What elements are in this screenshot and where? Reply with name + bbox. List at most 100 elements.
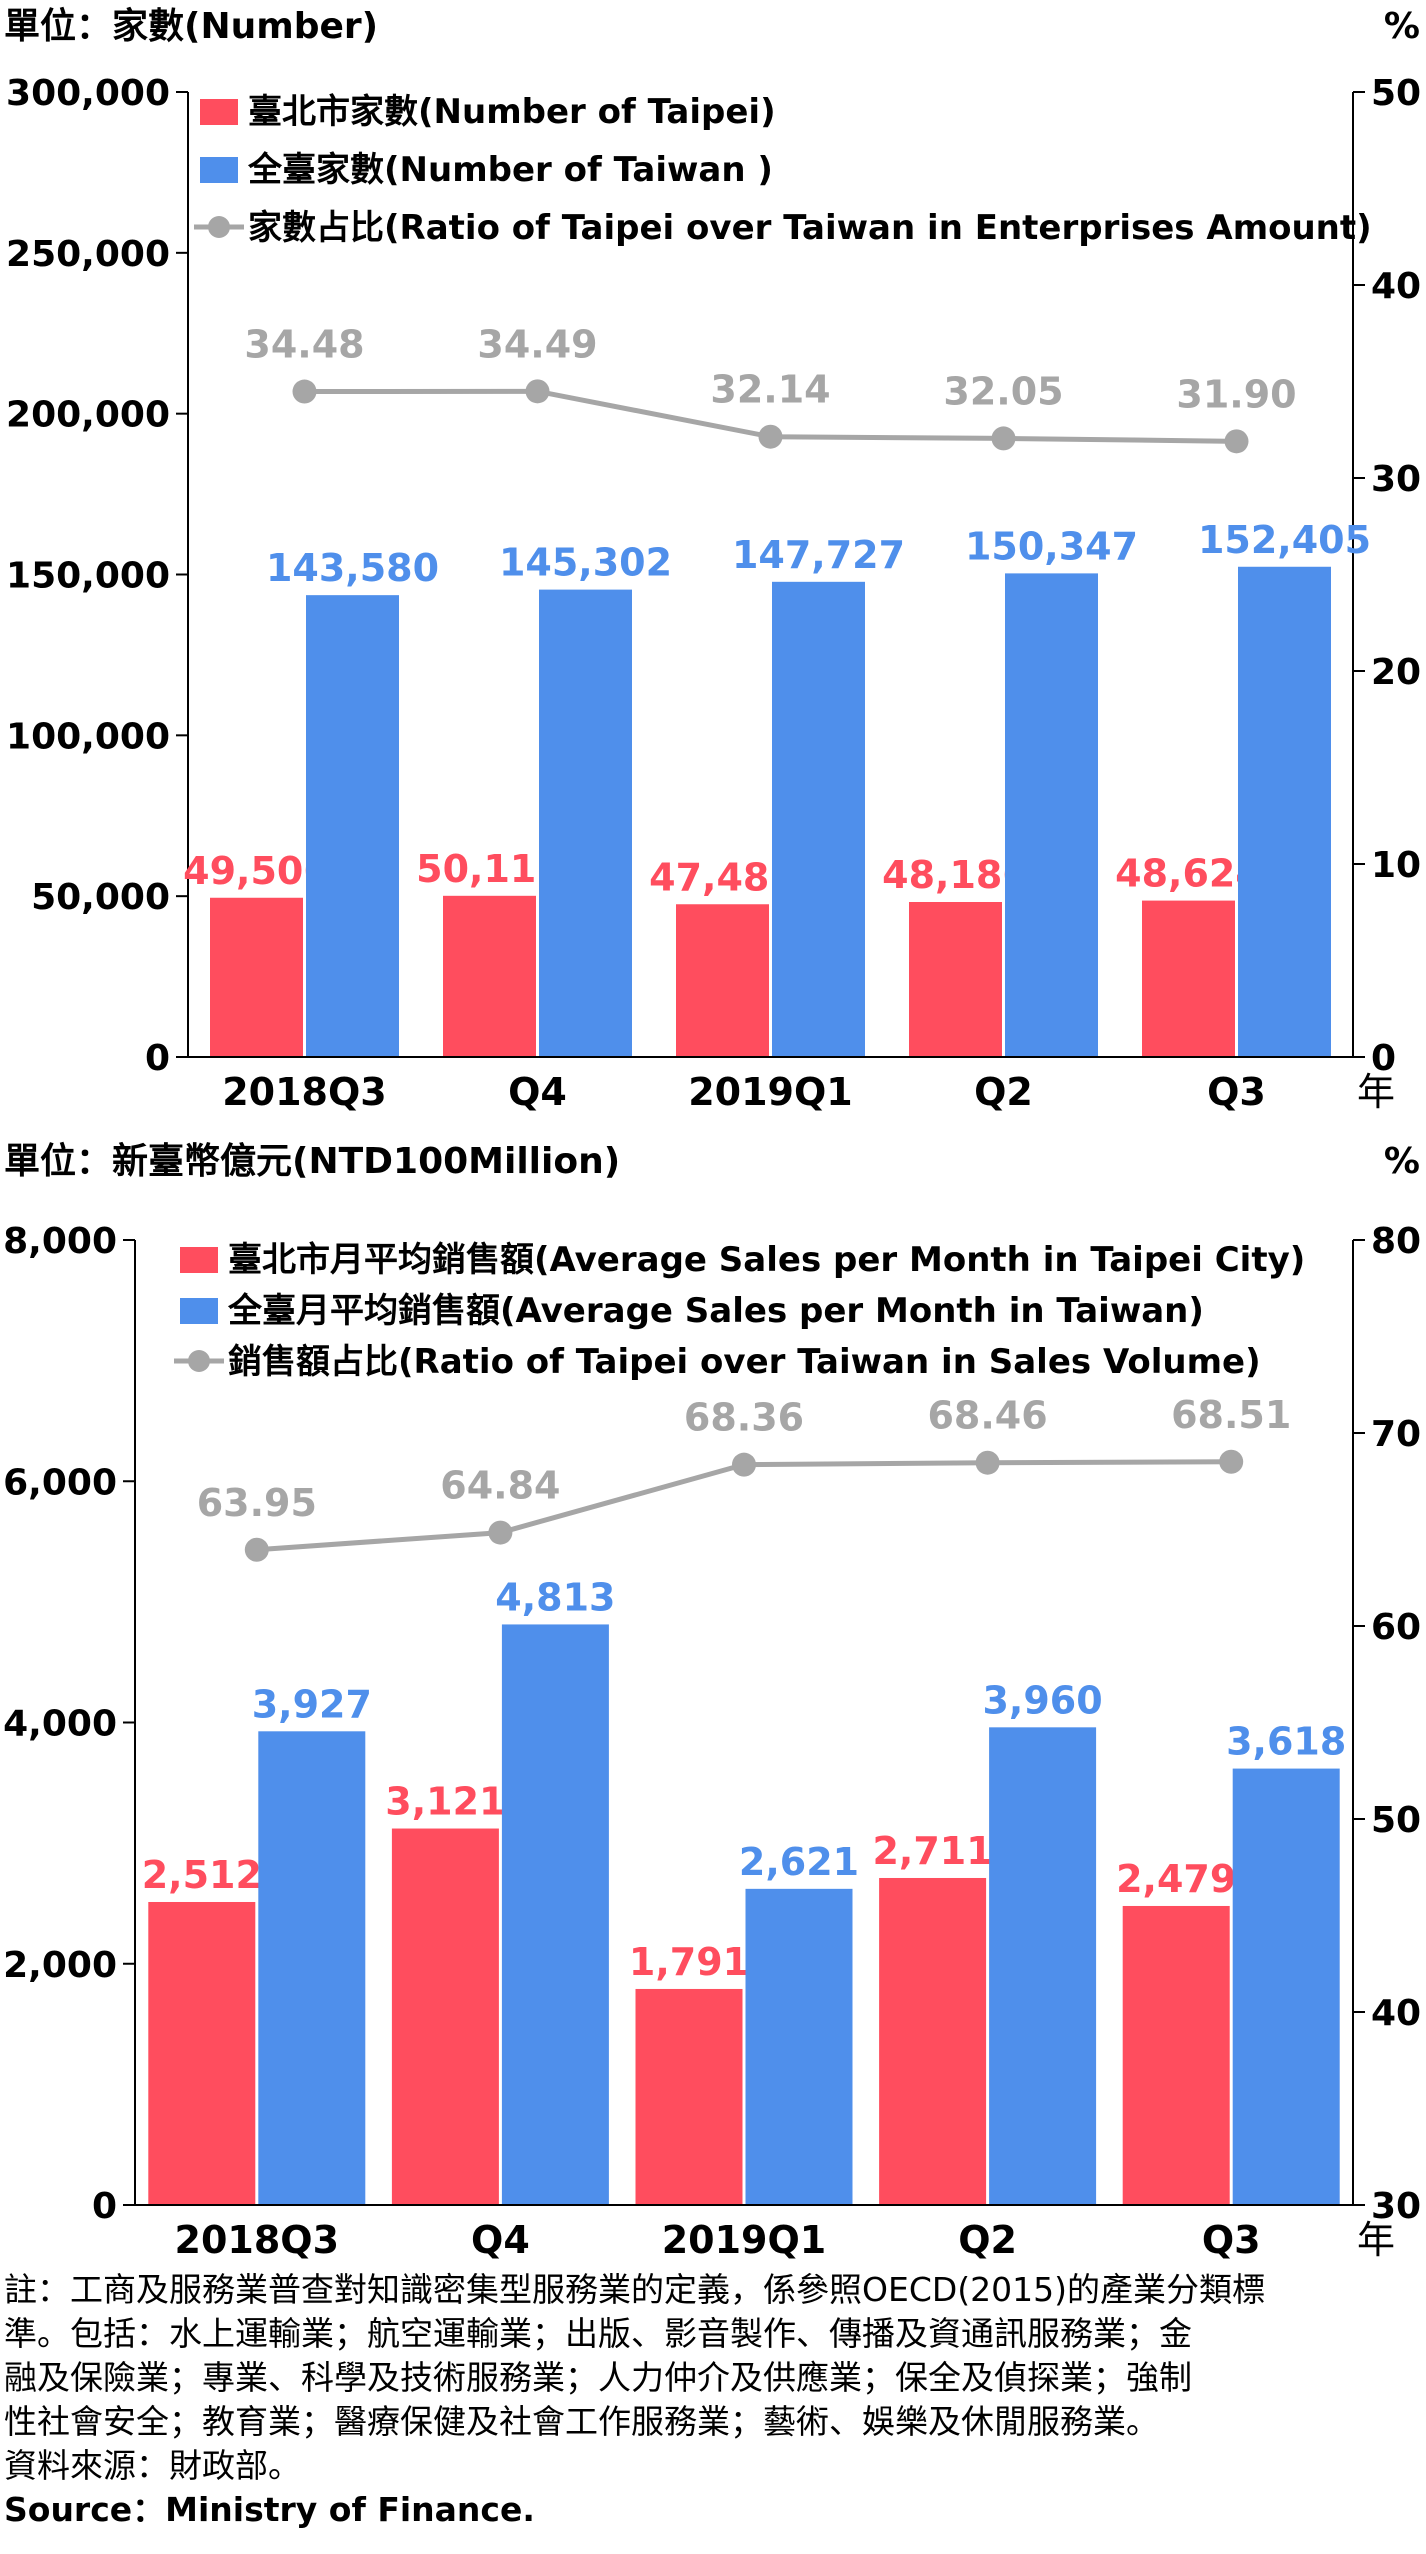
ratio-point — [244, 1537, 269, 1562]
taipei-bar — [1122, 1905, 1230, 2205]
left-axis-tick-label: 2,000 — [3, 1945, 117, 1986]
right-axis-tick-label: 10 — [1371, 845, 1421, 886]
taiwan-value-label: 4,813 — [495, 1575, 615, 1619]
ratio-point — [1219, 1449, 1244, 1474]
right-axis-tick-label: 80 — [1371, 1221, 1421, 1262]
right-axis-tick-label: 40 — [1371, 266, 1421, 307]
x-category-label: 2019Q1 — [662, 2218, 827, 2262]
taiwan-value-label: 147,727 — [732, 533, 905, 577]
taipei-value-label: 3,121 — [385, 1780, 505, 1824]
left-axis-tick-label: 6,000 — [3, 1462, 117, 1503]
taipei-value-label: 2,479 — [1116, 1857, 1236, 1901]
right-axis-tick-label: 50 — [1371, 73, 1421, 114]
x-category-label: Q4 — [471, 2218, 530, 2262]
legend-label: 全臺家數(Number of Taiwan ) — [247, 150, 773, 190]
taiwan-bar — [745, 1888, 853, 2205]
taipei-bar — [1142, 900, 1235, 1057]
taipei-value-label: 2,512 — [142, 1853, 262, 1897]
source-zh: 資料來源：財政部。 — [4, 2446, 301, 2485]
ratio-value-label: 34.49 — [477, 322, 597, 366]
taiwan-value-label: 3,960 — [982, 1678, 1102, 1722]
left-axis-tick-label: 250,000 — [6, 234, 170, 275]
taiwan-value-label: 150,347 — [965, 524, 1138, 568]
ratio-point — [525, 379, 550, 404]
taiwan-bar — [772, 581, 865, 1057]
ratio-point — [732, 1452, 756, 1477]
taipei-bar — [909, 902, 1002, 1057]
x-category-label: Q3 — [1202, 2218, 1261, 2262]
legend-swatch-marker — [188, 1350, 210, 1372]
taipei-bar — [148, 1901, 256, 2205]
left-axis-tick-label: 150,000 — [6, 556, 170, 597]
taipei-value-label: 1,791 — [629, 1940, 749, 1984]
legend-swatch-marker — [208, 216, 230, 238]
taiwan-bar — [501, 1624, 609, 2205]
taiwan-bar — [989, 1727, 1097, 2205]
legend-swatch — [180, 1247, 218, 1273]
taipei-value-label: 50,111 — [416, 847, 563, 891]
x-category-label: 2018Q3 — [175, 2218, 340, 2262]
left-axis-tick-label: 50,000 — [31, 877, 170, 918]
left-axis-tick-label: 100,000 — [6, 716, 170, 757]
legend-swatch — [180, 1298, 218, 1324]
left-axis-tick-label: 0 — [145, 1038, 170, 1079]
left-unit-label: 單位：新臺幣億元(NTD100Million) — [4, 1141, 620, 1182]
notes-block: 註：工商及服務業普查對知識密集型服務業的定義，係參照OECD(2015)的產業分… — [4, 2268, 1420, 2532]
ratio-value-label: 31.90 — [1176, 372, 1296, 416]
year-label: 年 — [1357, 2218, 1395, 2262]
right-unit-label: % — [1384, 6, 1420, 47]
left-axis-tick-label: 200,000 — [6, 395, 170, 436]
right-axis-tick-label: 70 — [1371, 1414, 1421, 1455]
taiwan-value-label: 143,580 — [266, 546, 439, 590]
left-axis-tick-label: 0 — [92, 2186, 117, 2227]
x-category-label: 2019Q1 — [688, 1070, 853, 1114]
ratio-point — [758, 424, 783, 449]
legend-label: 全臺月平均銷售額(Average Sales per Month in Taiw… — [227, 1291, 1204, 1331]
ratio-point — [991, 426, 1016, 451]
legend-swatch — [200, 157, 238, 183]
taiwan-value-label: 145,302 — [499, 541, 672, 585]
right-axis-tick-label: 30 — [1371, 459, 1421, 500]
right-axis-tick-label: 50 — [1371, 1800, 1421, 1841]
sales-volume-chart: 單位：新臺幣億元(NTD100Million) % 0 2,000 4,000 6,000… — [3, 1141, 1421, 2262]
x-category-label: 2018Q3 — [222, 1070, 387, 1114]
x-category-label: Q4 — [508, 1070, 567, 1114]
ratio-value-label: 32.14 — [710, 368, 830, 412]
ratio-value-label: 68.51 — [1171, 1393, 1291, 1437]
legend-label: 臺北市家數(Number of Taipei) — [248, 92, 776, 132]
taipei-bar — [391, 1828, 499, 2205]
ratio-point — [1224, 429, 1249, 454]
taiwan-value-label: 2,621 — [739, 1840, 859, 1884]
taipei-value-label: 48,624 — [1115, 852, 1262, 896]
taiwan-bar — [1005, 573, 1098, 1057]
right-axis-tick-label: 0 — [1371, 1038, 1396, 1079]
right-unit-label: % — [1384, 1141, 1420, 1182]
left-axis-tick-label: 8,000 — [3, 1221, 117, 1262]
ratio-point — [292, 379, 317, 404]
taiwan-bar — [258, 1731, 366, 2205]
legend-swatch — [200, 99, 238, 125]
enterprise-count-chart: 單位：家數(Number) % 0 50,000 100,000 150,000 200,0… — [4, 6, 1421, 1114]
taipei-bar — [210, 897, 303, 1057]
taipei-value-label: 47,485 — [649, 855, 796, 899]
legend-label: 銷售額占比(Ratio of Taipei over Taiwan in Sal… — [228, 1342, 1261, 1382]
x-category-label: Q3 — [1207, 1070, 1266, 1114]
taipei-bar — [635, 1988, 743, 2205]
taiwan-bar — [1232, 1768, 1340, 2205]
taiwan-bar — [1238, 566, 1331, 1057]
left-axis-tick-label: 4,000 — [3, 1704, 117, 1745]
x-category-label: Q2 — [974, 1070, 1033, 1114]
ratio-value-label: 63.95 — [197, 1481, 317, 1525]
x-category-label: Q2 — [958, 2218, 1017, 2262]
source-en: Source：Ministry of Finance. — [4, 2490, 535, 2529]
taipei-bar — [443, 895, 536, 1057]
right-axis-tick-label: 20 — [1371, 652, 1421, 693]
taiwan-value-label: 3,618 — [1226, 1720, 1346, 1764]
taipei-value-label: 49,506 — [183, 849, 330, 893]
ratio-value-label: 68.36 — [684, 1396, 804, 1440]
right-axis-tick-label: 60 — [1371, 1607, 1421, 1648]
right-axis-tick-label: 40 — [1371, 1993, 1421, 2034]
left-unit-label: 單位：家數(Number) — [4, 6, 378, 47]
taipei-bar — [879, 1877, 987, 2205]
year-label: 年 — [1357, 1070, 1395, 1114]
